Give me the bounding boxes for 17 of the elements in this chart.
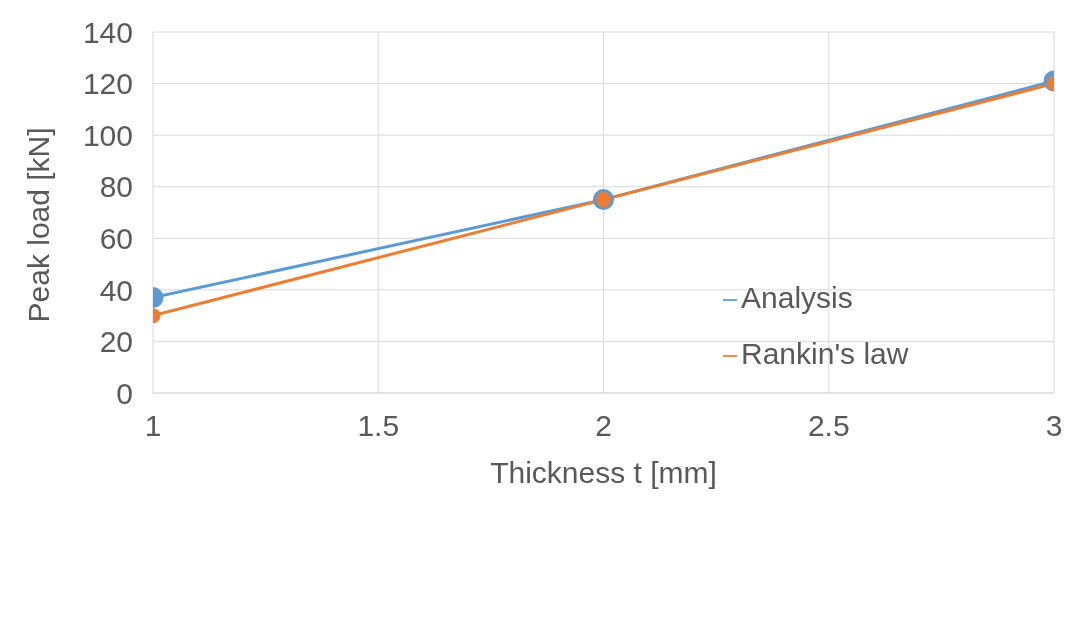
x-tick-label: 3	[1045, 409, 1063, 443]
x-tick-label: 2	[595, 409, 612, 443]
x-tick-label: 1.5	[357, 409, 400, 443]
y-tick-label: 0	[116, 376, 133, 410]
legend-label: Rankin's law	[741, 337, 909, 370]
y-tick-label: 140	[82, 15, 133, 49]
y-axis-title: Peak load [kN]	[21, 127, 55, 323]
y-tick-label: 20	[99, 325, 133, 359]
y-tick-label: 120	[82, 67, 133, 101]
y-tick-label: 80	[99, 170, 133, 204]
legend-label: Analysis	[741, 281, 853, 314]
x-tick-label: 2.5	[807, 409, 850, 443]
x-tick-label: 1	[144, 409, 162, 443]
x-axis-title: Thickness t [mm]	[490, 456, 717, 489]
y-tick-label: 100	[82, 118, 133, 152]
y-tick-label: 60	[99, 221, 133, 255]
y-tick-label: 40	[99, 273, 133, 307]
